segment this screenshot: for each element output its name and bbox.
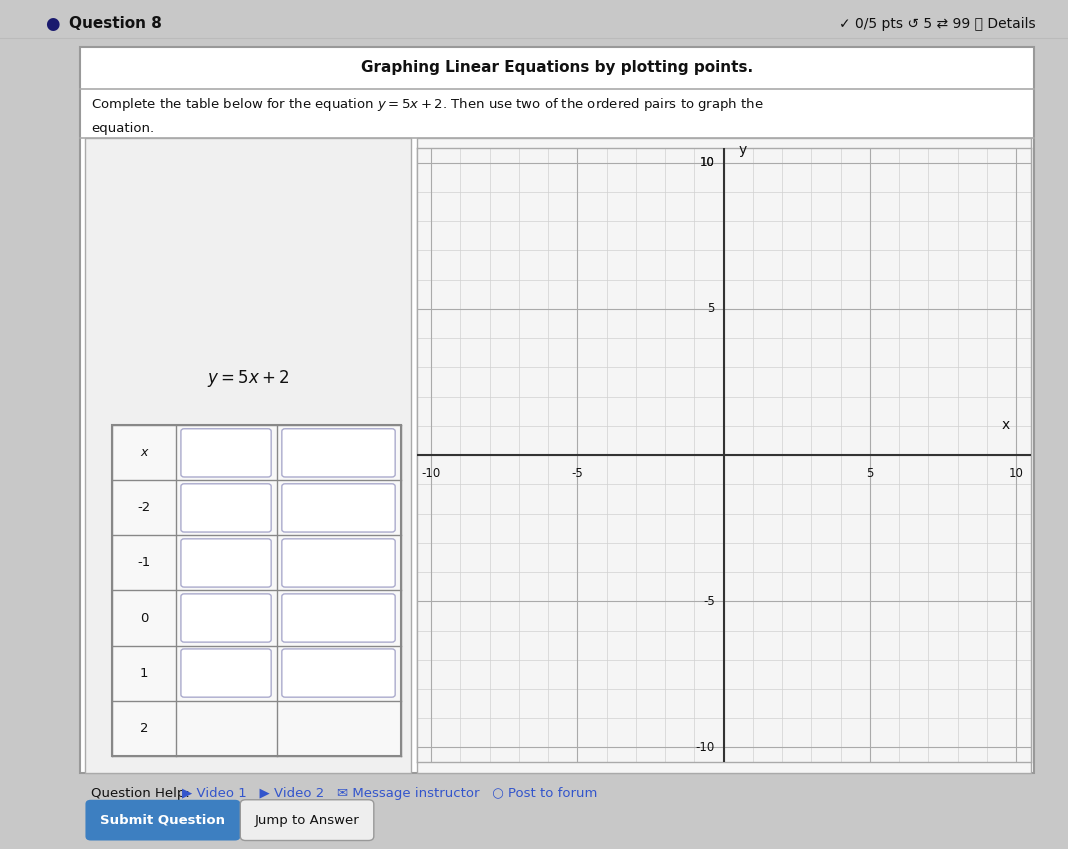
Text: 10: 10 (700, 156, 714, 169)
Text: Question 8: Question 8 (69, 16, 162, 31)
Text: Submit Question: Submit Question (100, 813, 225, 827)
Text: y: y (738, 143, 747, 157)
Text: equation.: equation. (91, 122, 154, 135)
FancyBboxPatch shape (85, 800, 240, 841)
Text: Complete the table below for the equation $y = 5x + 2$. Then use two of the orde: Complete the table below for the equatio… (91, 96, 764, 114)
Text: -5: -5 (571, 467, 583, 480)
FancyBboxPatch shape (85, 138, 411, 773)
Text: $y = 5x + 2$: $y = 5x + 2$ (207, 368, 289, 389)
FancyBboxPatch shape (180, 594, 271, 642)
Text: -1: -1 (137, 556, 151, 570)
FancyBboxPatch shape (282, 484, 395, 532)
Text: Question Help:: Question Help: (91, 787, 193, 801)
Text: x: x (140, 447, 147, 459)
FancyBboxPatch shape (180, 539, 271, 588)
Text: ▶ Video 1   ▶ Video 2   ✉ Message instructor   ○ Post to forum: ▶ Video 1 ▶ Video 2 ✉ Message instructor… (182, 787, 597, 801)
FancyBboxPatch shape (282, 429, 395, 477)
Text: -2: -2 (137, 502, 151, 514)
Text: Jump to Answer: Jump to Answer (254, 813, 360, 827)
FancyBboxPatch shape (240, 800, 374, 841)
Text: -10: -10 (695, 741, 714, 754)
Text: Ordered
Pair: Ordered Pair (313, 439, 364, 467)
FancyBboxPatch shape (180, 649, 271, 697)
FancyBboxPatch shape (282, 649, 395, 697)
Text: 5: 5 (707, 302, 714, 315)
Text: -10: -10 (422, 467, 441, 480)
Text: 1: 1 (140, 666, 148, 679)
Text: Draw:: Draw: (591, 745, 627, 759)
Text: -5: -5 (703, 595, 714, 608)
Text: ●: ● (45, 14, 60, 33)
FancyBboxPatch shape (282, 539, 395, 588)
FancyBboxPatch shape (112, 425, 400, 756)
FancyBboxPatch shape (180, 429, 271, 477)
Text: ✓ 0/5 pts ↺ 5 ⇄ 99 ⓘ Details: ✓ 0/5 pts ↺ 5 ⇄ 99 ⓘ Details (839, 17, 1036, 31)
Text: x: x (1002, 418, 1010, 431)
Text: Clear All: Clear All (497, 745, 550, 759)
FancyBboxPatch shape (417, 138, 1031, 773)
Text: 10: 10 (1008, 467, 1023, 480)
Text: 2: 2 (140, 722, 148, 734)
Text: Graphing Linear Equations by plotting points.: Graphing Linear Equations by plotting po… (361, 60, 753, 76)
FancyBboxPatch shape (80, 47, 1034, 773)
FancyBboxPatch shape (282, 594, 395, 642)
Text: 10: 10 (700, 156, 714, 169)
FancyBboxPatch shape (180, 484, 271, 532)
Text: 0: 0 (140, 611, 148, 625)
Text: 5: 5 (866, 467, 874, 480)
Text: y: y (222, 447, 230, 459)
